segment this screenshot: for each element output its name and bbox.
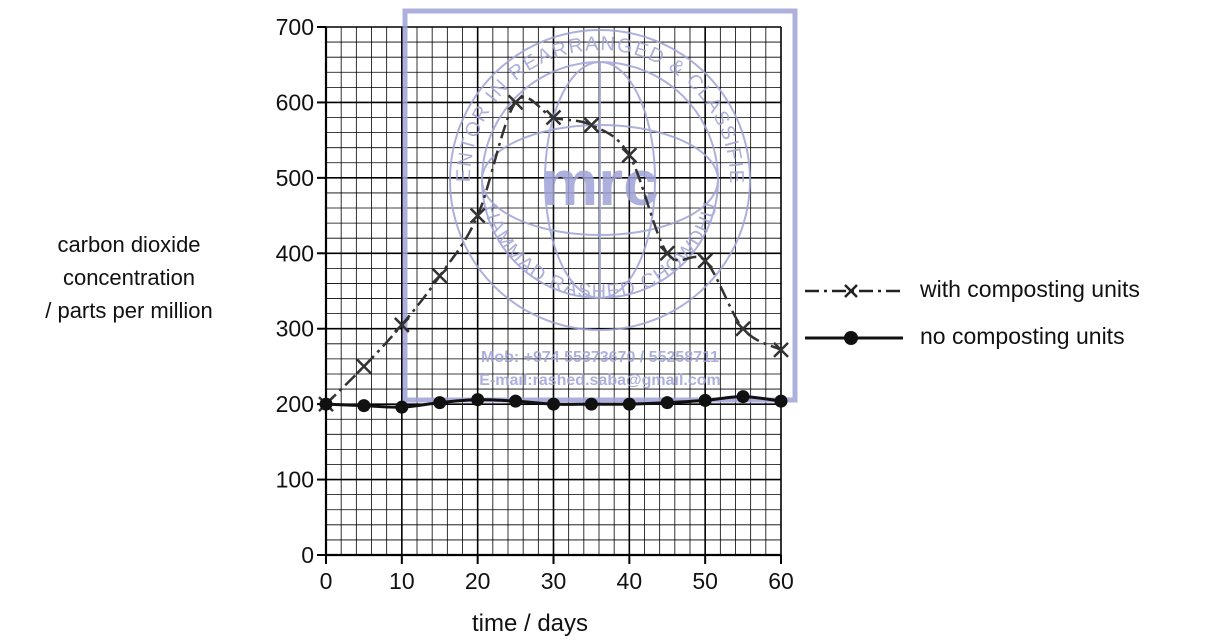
- data-point-dot: [547, 397, 560, 411]
- y-axis-label: carbon dioxide concentration / parts per…: [0, 228, 258, 327]
- data-point-dot: [622, 397, 636, 411]
- watermark-frame: [402, 8, 798, 403]
- x-tick-label: 10: [389, 568, 415, 594]
- x-tick-label: 50: [692, 568, 718, 594]
- x-axis-label: time / days: [471, 610, 589, 637]
- legend-swatch-cross-dashdot: [805, 284, 903, 298]
- y-axis-label-line-1: carbon dioxide: [57, 232, 201, 257]
- data-point-dot: [736, 390, 750, 404]
- y-axis-label-line-2: concentration: [62, 265, 196, 290]
- y-tick-label: 0: [301, 542, 314, 568]
- data-point-dot: [774, 394, 788, 408]
- y-tick-label: 400: [276, 240, 314, 266]
- x-tick-label: 20: [465, 568, 491, 594]
- data-point-dot: [471, 393, 485, 407]
- data-point-cross: [507, 94, 524, 111]
- watermark-outer-ring: [449, 29, 751, 331]
- watermark-logo: mrc: [541, 147, 658, 219]
- y-axis-label-line-3: / parts per million: [45, 298, 213, 323]
- data-point-cross: [735, 320, 751, 337]
- data-point-dot: [319, 397, 333, 411]
- data-point-dot: [584, 397, 598, 411]
- series-layer: [318, 94, 789, 414]
- x-tick-label: 40: [617, 568, 643, 594]
- data-point-cross: [356, 358, 372, 375]
- legend-label-no-composting: no composting units: [920, 323, 1125, 349]
- data-point-dot: [357, 399, 371, 413]
- y-tick-label: 700: [276, 14, 314, 40]
- watermark-stamp: MENTOR IN REARRANGED & CLASSIFIED MUHAMM…: [0, 0, 798, 403]
- watermark-email: E-mail:rashed.saba@gmail.com: [479, 372, 720, 389]
- data-point-cross: [393, 317, 410, 333]
- y-tick-label: 200: [276, 391, 314, 417]
- data-point-cross: [469, 207, 486, 224]
- data-point-cross: [545, 109, 562, 126]
- data-point-cross: [659, 245, 676, 262]
- legend-label-with-composting: with composting units: [920, 276, 1140, 302]
- y-tick-label: 100: [276, 467, 314, 493]
- x-tick-label: 60: [768, 568, 794, 594]
- data-point-dot: [395, 400, 409, 414]
- series-with-composting: [318, 94, 789, 413]
- data-point-dot: [433, 396, 447, 410]
- data-point-cross: [583, 117, 600, 133]
- y-tick-label: 500: [276, 165, 314, 191]
- x-tick-label: 30: [541, 568, 567, 594]
- y-tick-label: 600: [276, 89, 314, 115]
- y-tick-label: 300: [276, 316, 314, 342]
- x-tick-label: 0: [320, 568, 333, 594]
- data-point-dot: [660, 396, 674, 410]
- data-point-dot: [509, 394, 523, 408]
- legend-swatch-dot-solid: [805, 331, 903, 345]
- watermark-mob: Mob: +974 55373670 / 55258711: [481, 349, 719, 366]
- data-point-cross: [621, 147, 638, 164]
- data-point-cross: [697, 252, 714, 269]
- data-point-cross: [431, 268, 448, 284]
- series-no-composting: [319, 390, 788, 414]
- axes: 0 100 200 300 400 500 600 700 0 10 20 30 40 50 60: [276, 14, 794, 594]
- data-point-dot: [698, 393, 712, 407]
- data-point-cross: [773, 341, 789, 358]
